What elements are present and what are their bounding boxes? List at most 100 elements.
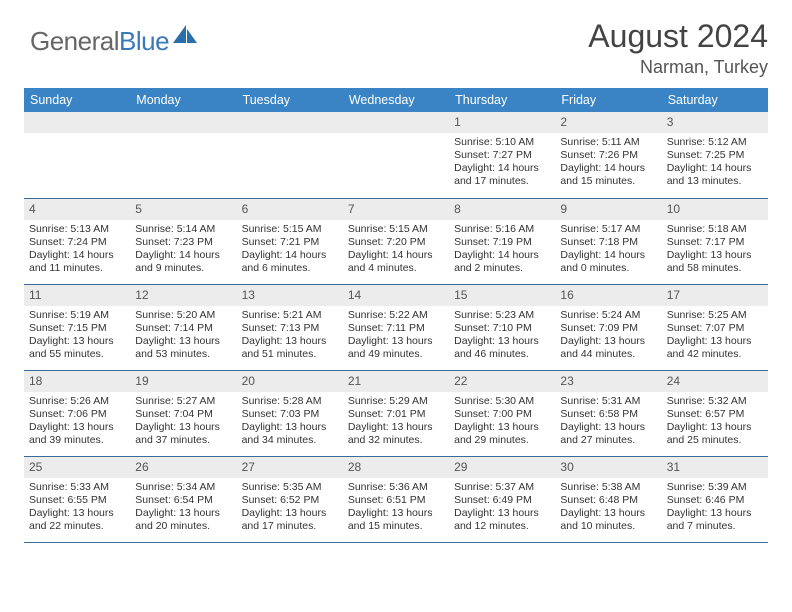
sunset-text: Sunset: 7:20 PM — [348, 236, 444, 249]
sunset-text: Sunset: 7:00 PM — [454, 408, 550, 421]
sunset-text: Sunset: 7:14 PM — [135, 322, 231, 335]
cell-body: Sunrise: 5:25 AMSunset: 7:07 PMDaylight:… — [662, 306, 768, 366]
day-number: 30 — [555, 457, 661, 478]
dl2-text: and 32 minutes. — [348, 434, 444, 447]
day-number: 28 — [343, 457, 449, 478]
day-number: 4 — [24, 199, 130, 220]
weekday-header: Monday — [130, 88, 236, 112]
dl2-text: and 15 minutes. — [348, 520, 444, 533]
cell-body: Sunrise: 5:28 AMSunset: 7:03 PMDaylight:… — [237, 392, 343, 452]
dl2-text: and 7 minutes. — [667, 520, 763, 533]
day-number: 9 — [555, 199, 661, 220]
day-number: 23 — [555, 371, 661, 392]
cell-body: Sunrise: 5:15 AMSunset: 7:21 PMDaylight:… — [237, 220, 343, 280]
dl2-text: and 2 minutes. — [454, 262, 550, 275]
calendar-cell: 14Sunrise: 5:22 AMSunset: 7:11 PMDayligh… — [343, 284, 449, 370]
dl2-text: and 0 minutes. — [560, 262, 656, 275]
dl1-text: Daylight: 13 hours — [348, 335, 444, 348]
cell-body: Sunrise: 5:30 AMSunset: 7:00 PMDaylight:… — [449, 392, 555, 452]
day-number: 10 — [662, 199, 768, 220]
calendar-cell: 5Sunrise: 5:14 AMSunset: 7:23 PMDaylight… — [130, 198, 236, 284]
sunset-text: Sunset: 7:10 PM — [454, 322, 550, 335]
sunrise-text: Sunrise: 5:24 AM — [560, 309, 656, 322]
calendar-cell: 3Sunrise: 5:12 AMSunset: 7:25 PMDaylight… — [662, 112, 768, 198]
dl1-text: Daylight: 14 hours — [348, 249, 444, 262]
calendar-cell: 16Sunrise: 5:24 AMSunset: 7:09 PMDayligh… — [555, 284, 661, 370]
dl1-text: Daylight: 13 hours — [454, 335, 550, 348]
dl2-text: and 55 minutes. — [29, 348, 125, 361]
weekday-header: Sunday — [24, 88, 130, 112]
sunrise-text: Sunrise: 5:38 AM — [560, 481, 656, 494]
sunrise-text: Sunrise: 5:37 AM — [454, 481, 550, 494]
calendar: SundayMondayTuesdayWednesdayThursdayFrid… — [24, 88, 768, 543]
sunset-text: Sunset: 6:48 PM — [560, 494, 656, 507]
day-number: 17 — [662, 285, 768, 306]
sunrise-text: Sunrise: 5:20 AM — [135, 309, 231, 322]
logo: GeneralBlue — [30, 26, 199, 57]
dl2-text: and 34 minutes. — [242, 434, 338, 447]
day-number: 14 — [343, 285, 449, 306]
day-number: 21 — [343, 371, 449, 392]
sunset-text: Sunset: 7:23 PM — [135, 236, 231, 249]
sunset-text: Sunset: 6:55 PM — [29, 494, 125, 507]
sunrise-text: Sunrise: 5:28 AM — [242, 395, 338, 408]
sunset-text: Sunset: 7:21 PM — [242, 236, 338, 249]
sunset-text: Sunset: 6:46 PM — [667, 494, 763, 507]
logo-sail-icon — [173, 25, 199, 50]
cell-body: Sunrise: 5:15 AMSunset: 7:20 PMDaylight:… — [343, 220, 449, 280]
dl2-text: and 20 minutes. — [135, 520, 231, 533]
dl1-text: Daylight: 14 hours — [135, 249, 231, 262]
calendar-cell: 10Sunrise: 5:18 AMSunset: 7:17 PMDayligh… — [662, 198, 768, 284]
cell-body: Sunrise: 5:23 AMSunset: 7:10 PMDaylight:… — [449, 306, 555, 366]
sunset-text: Sunset: 6:57 PM — [667, 408, 763, 421]
calendar-week-row: 25Sunrise: 5:33 AMSunset: 6:55 PMDayligh… — [24, 456, 768, 542]
dl1-text: Daylight: 14 hours — [454, 162, 550, 175]
day-number: 11 — [24, 285, 130, 306]
cell-body: Sunrise: 5:38 AMSunset: 6:48 PMDaylight:… — [555, 478, 661, 538]
title-block: August 2024 Narman, Turkey — [588, 18, 768, 78]
cell-body: Sunrise: 5:18 AMSunset: 7:17 PMDaylight:… — [662, 220, 768, 280]
dl2-text: and 4 minutes. — [348, 262, 444, 275]
calendar-cell: 13Sunrise: 5:21 AMSunset: 7:13 PMDayligh… — [237, 284, 343, 370]
calendar-cell: 15Sunrise: 5:23 AMSunset: 7:10 PMDayligh… — [449, 284, 555, 370]
cell-body: Sunrise: 5:29 AMSunset: 7:01 PMDaylight:… — [343, 392, 449, 452]
dl2-text: and 44 minutes. — [560, 348, 656, 361]
calendar-week-row: 4Sunrise: 5:13 AMSunset: 7:24 PMDaylight… — [24, 198, 768, 284]
sunrise-text: Sunrise: 5:14 AM — [135, 223, 231, 236]
sunset-text: Sunset: 6:52 PM — [242, 494, 338, 507]
calendar-cell: 19Sunrise: 5:27 AMSunset: 7:04 PMDayligh… — [130, 370, 236, 456]
dl1-text: Daylight: 13 hours — [560, 421, 656, 434]
sunset-text: Sunset: 7:11 PM — [348, 322, 444, 335]
dl1-text: Daylight: 14 hours — [560, 162, 656, 175]
sunrise-text: Sunrise: 5:32 AM — [667, 395, 763, 408]
logo-part2: Blue — [119, 26, 169, 56]
dl2-text: and 46 minutes. — [454, 348, 550, 361]
day-number: 15 — [449, 285, 555, 306]
day-number: 19 — [130, 371, 236, 392]
calendar-cell: 22Sunrise: 5:30 AMSunset: 7:00 PMDayligh… — [449, 370, 555, 456]
dl1-text: Daylight: 14 hours — [454, 249, 550, 262]
dl2-text: and 51 minutes. — [242, 348, 338, 361]
cell-body: Sunrise: 5:34 AMSunset: 6:54 PMDaylight:… — [130, 478, 236, 538]
calendar-week-row: 1Sunrise: 5:10 AMSunset: 7:27 PMDaylight… — [24, 112, 768, 198]
cell-body: Sunrise: 5:32 AMSunset: 6:57 PMDaylight:… — [662, 392, 768, 452]
sunset-text: Sunset: 7:07 PM — [667, 322, 763, 335]
dl1-text: Daylight: 13 hours — [454, 421, 550, 434]
sunrise-text: Sunrise: 5:26 AM — [29, 395, 125, 408]
dl1-text: Daylight: 13 hours — [135, 421, 231, 434]
dl1-text: Daylight: 13 hours — [560, 507, 656, 520]
sunrise-text: Sunrise: 5:15 AM — [242, 223, 338, 236]
dl2-text: and 27 minutes. — [560, 434, 656, 447]
dl2-text: and 17 minutes. — [242, 520, 338, 533]
dl1-text: Daylight: 13 hours — [667, 507, 763, 520]
dl2-text: and 53 minutes. — [135, 348, 231, 361]
sunset-text: Sunset: 7:04 PM — [135, 408, 231, 421]
sunrise-text: Sunrise: 5:11 AM — [560, 136, 656, 149]
day-number: 26 — [130, 457, 236, 478]
calendar-body: 1Sunrise: 5:10 AMSunset: 7:27 PMDaylight… — [24, 112, 768, 542]
day-number: 3 — [662, 112, 768, 133]
weekday-header: Friday — [555, 88, 661, 112]
day-number: 8 — [449, 199, 555, 220]
day-number — [130, 112, 236, 133]
calendar-cell — [24, 112, 130, 198]
